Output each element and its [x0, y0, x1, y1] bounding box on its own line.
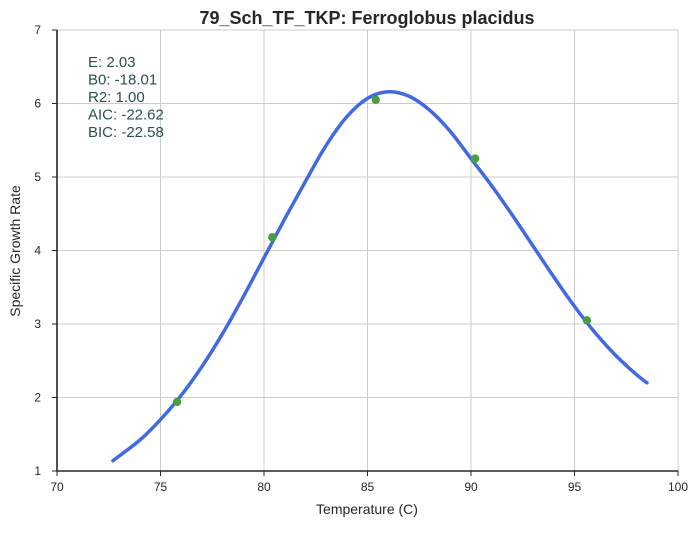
data-point	[582, 316, 592, 325]
y-tick-label: 7	[34, 23, 41, 37]
annotation-b0: B0: -18.01	[88, 72, 157, 89]
fitted-curve	[111, 89, 649, 463]
y-tick-label: 3	[34, 317, 41, 331]
annotation-e: E: 2.03	[88, 54, 136, 71]
data-point	[172, 397, 182, 407]
y-ticks: 1 2 3 4 5 6 7	[34, 23, 57, 478]
x-axis-label: Temperature (C)	[316, 501, 418, 517]
y-tick-label: 2	[34, 391, 41, 405]
x-tick-label: 95	[568, 480, 582, 494]
x-tick-label: 85	[361, 480, 375, 494]
fit-statistics: E: 2.03 B0: -18.01 R2: 1.00 AIC: -22.62 …	[88, 54, 164, 141]
annotation-r2: R2: 1.00	[88, 89, 145, 106]
x-tick-label: 70	[50, 480, 64, 494]
y-tick-label: 5	[34, 170, 41, 184]
data-point	[470, 154, 480, 163]
plot-area	[111, 89, 649, 463]
y-tick-label: 6	[34, 97, 41, 111]
y-tick-label: 4	[34, 244, 41, 258]
y-axis-label: Specific Growth Rate	[7, 185, 23, 317]
x-tick-label: 100	[668, 480, 688, 494]
x-tick-label: 90	[464, 480, 478, 494]
chart-title: 79_Sch_TF_TKP: Ferroglobus placidus	[199, 8, 534, 28]
data-point	[268, 233, 277, 242]
gridlines	[57, 29, 679, 471]
annotation-bic: BIC: -22.58	[88, 124, 164, 141]
x-ticks: 70 75 80 85 90 95 100	[50, 471, 688, 494]
x-tick-label: 80	[257, 480, 271, 494]
annotation-aic: AIC: -22.62	[88, 107, 164, 124]
x-tick-label: 75	[154, 480, 168, 494]
y-tick-label: 1	[34, 464, 41, 478]
data-point	[371, 95, 380, 105]
